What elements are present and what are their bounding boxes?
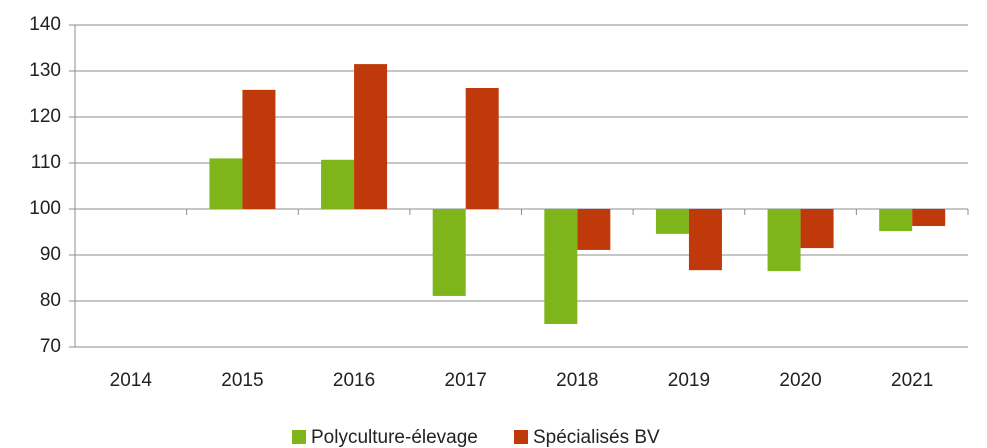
y-tick-label: 100 (29, 198, 61, 219)
bar (800, 209, 834, 249)
bar (577, 209, 611, 250)
y-tick-label: 80 (40, 290, 61, 311)
bar (688, 209, 722, 271)
legend-swatch (514, 430, 528, 444)
bar (879, 209, 913, 232)
bar (465, 88, 499, 209)
legend-label: Polyculture-élevage (311, 427, 478, 448)
x-tick-label: 2018 (556, 370, 598, 391)
x-tick-label: 2020 (779, 370, 821, 391)
y-tick-label: 130 (29, 60, 61, 81)
x-tick-label: 2016 (333, 370, 375, 391)
legend-swatch (292, 430, 306, 444)
bar (544, 209, 578, 324)
x-tick-label: 2015 (221, 370, 263, 391)
bar (354, 64, 388, 209)
bar (655, 209, 689, 234)
x-tick-label: 2014 (110, 370, 153, 391)
x-tick-label: 2019 (668, 370, 710, 391)
legend-label: Spécialisés BV (533, 427, 660, 448)
bar (242, 89, 276, 209)
bar (321, 159, 355, 209)
bar (209, 158, 243, 209)
bar (912, 209, 946, 227)
y-tick-label: 90 (40, 244, 61, 265)
x-tick-label: 2017 (445, 370, 487, 391)
x-tick-label: 2021 (891, 370, 933, 391)
bar (432, 209, 466, 296)
bar (767, 209, 801, 272)
y-tick-label: 140 (29, 14, 61, 35)
y-tick-label: 70 (40, 336, 61, 357)
y-tick-label: 110 (31, 152, 61, 173)
y-tick-label: 120 (29, 106, 61, 127)
